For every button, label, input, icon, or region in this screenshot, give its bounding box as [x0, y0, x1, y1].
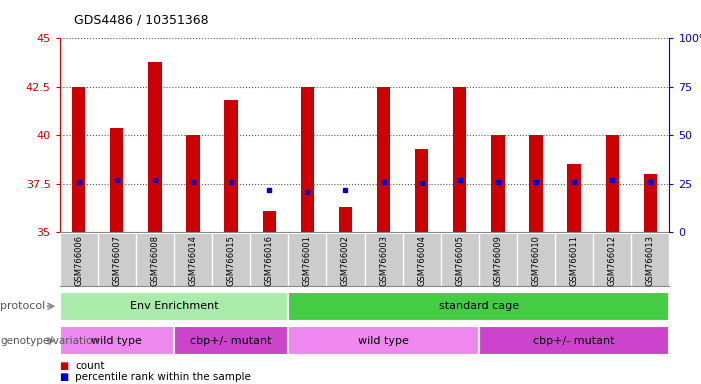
Bar [72, 87, 86, 232]
Text: cbp+/- mutant: cbp+/- mutant [191, 336, 272, 346]
Text: GSM766002: GSM766002 [341, 235, 350, 286]
Text: genotype/variation: genotype/variation [0, 336, 99, 346]
Text: standard cage: standard cage [439, 301, 519, 311]
Bar [377, 87, 390, 232]
Bar [415, 149, 428, 232]
Text: GSM766011: GSM766011 [570, 235, 578, 286]
Text: GSM766003: GSM766003 [379, 235, 388, 286]
Bar [568, 164, 581, 232]
Text: count: count [75, 361, 104, 371]
Bar [174, 326, 288, 355]
Bar [529, 135, 543, 232]
Text: GSM766012: GSM766012 [608, 235, 617, 286]
Text: GSM766013: GSM766013 [646, 235, 655, 286]
Text: GSM766015: GSM766015 [226, 235, 236, 286]
Text: Env Enrichment: Env Enrichment [130, 301, 218, 311]
Bar [288, 292, 669, 321]
Bar [263, 211, 276, 232]
Bar [60, 326, 174, 355]
Text: GSM766005: GSM766005 [456, 235, 464, 286]
Bar [288, 326, 479, 355]
Text: wild type: wild type [358, 336, 409, 346]
Text: GSM766006: GSM766006 [74, 235, 83, 286]
Text: wild type: wild type [91, 336, 142, 346]
Text: percentile rank within the sample: percentile rank within the sample [75, 372, 251, 382]
Bar [339, 207, 352, 232]
Text: GSM766016: GSM766016 [265, 235, 273, 286]
Bar [453, 87, 466, 232]
Text: GSM766007: GSM766007 [112, 235, 121, 286]
Text: cbp+/- mutant: cbp+/- mutant [533, 336, 615, 346]
Bar [491, 135, 505, 232]
Text: protocol: protocol [0, 301, 46, 311]
Bar [644, 174, 657, 232]
Bar [301, 87, 314, 232]
Text: GSM766004: GSM766004 [417, 235, 426, 286]
Bar [606, 135, 619, 232]
Text: GSM766010: GSM766010 [531, 235, 540, 286]
Text: GSM766009: GSM766009 [494, 235, 503, 286]
Bar [148, 62, 161, 232]
Text: ■: ■ [60, 361, 69, 371]
Text: GSM766008: GSM766008 [151, 235, 159, 286]
Text: GSM766001: GSM766001 [303, 235, 312, 286]
Text: ■: ■ [60, 372, 69, 382]
Text: GSM766014: GSM766014 [189, 235, 198, 286]
Text: GDS4486 / 10351368: GDS4486 / 10351368 [74, 14, 208, 27]
Bar [224, 101, 238, 232]
Bar [110, 127, 123, 232]
Bar [60, 292, 288, 321]
Bar [186, 135, 200, 232]
Bar [479, 326, 669, 355]
